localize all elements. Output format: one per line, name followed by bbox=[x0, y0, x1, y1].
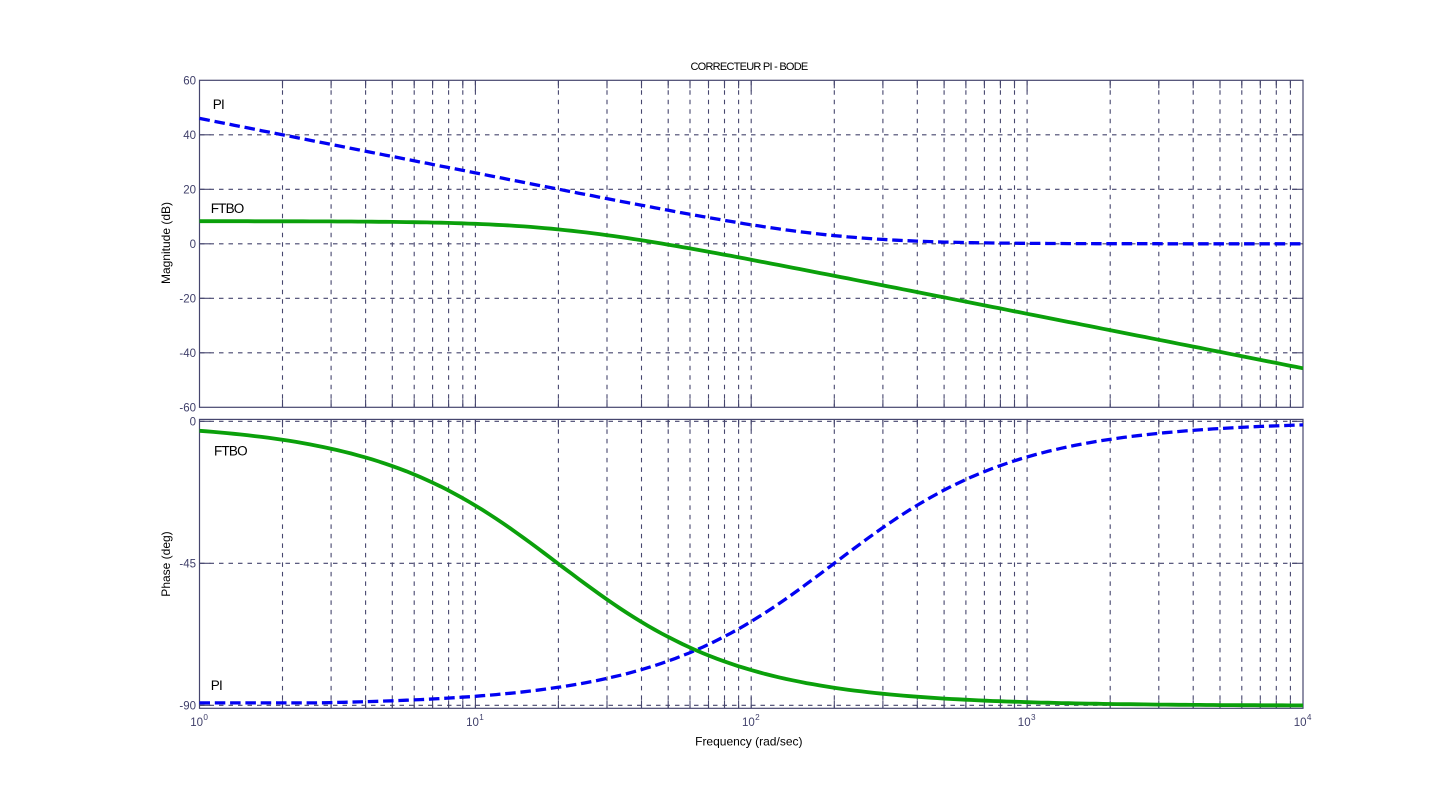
svg-text:FTBO: FTBO bbox=[214, 444, 247, 459]
svg-text:PI: PI bbox=[213, 97, 224, 112]
svg-text:-20: -20 bbox=[179, 294, 196, 306]
svg-text:Frequency (rad/sec): Frequency (rad/sec) bbox=[695, 735, 802, 749]
svg-text:PI: PI bbox=[211, 678, 222, 693]
svg-text:Phase (deg): Phase (deg) bbox=[159, 531, 173, 596]
svg-text:2: 2 bbox=[755, 713, 760, 722]
svg-text:10: 10 bbox=[742, 717, 755, 729]
svg-text:-60: -60 bbox=[179, 403, 196, 415]
svg-text:Magnitude (dB): Magnitude (dB) bbox=[159, 202, 173, 284]
svg-text:FTBO: FTBO bbox=[211, 201, 244, 216]
svg-text:CORRECTEUR PI - BODE: CORRECTEUR PI - BODE bbox=[690, 61, 807, 73]
svg-text:10: 10 bbox=[190, 717, 203, 729]
svg-text:40: 40 bbox=[183, 130, 196, 142]
svg-text:3: 3 bbox=[1031, 713, 1036, 722]
svg-text:-45: -45 bbox=[179, 559, 196, 571]
svg-text:60: 60 bbox=[183, 76, 196, 88]
svg-text:0: 0 bbox=[190, 239, 196, 251]
svg-text:4: 4 bbox=[1307, 713, 1312, 722]
svg-text:10: 10 bbox=[1294, 717, 1307, 729]
svg-text:-90: -90 bbox=[179, 701, 196, 713]
svg-text:-40: -40 bbox=[179, 348, 196, 360]
svg-text:1: 1 bbox=[479, 713, 484, 722]
svg-text:10: 10 bbox=[1018, 717, 1031, 729]
svg-text:10: 10 bbox=[466, 717, 479, 729]
svg-text:0: 0 bbox=[190, 417, 196, 429]
svg-text:20: 20 bbox=[183, 185, 196, 197]
svg-text:0: 0 bbox=[203, 713, 208, 722]
